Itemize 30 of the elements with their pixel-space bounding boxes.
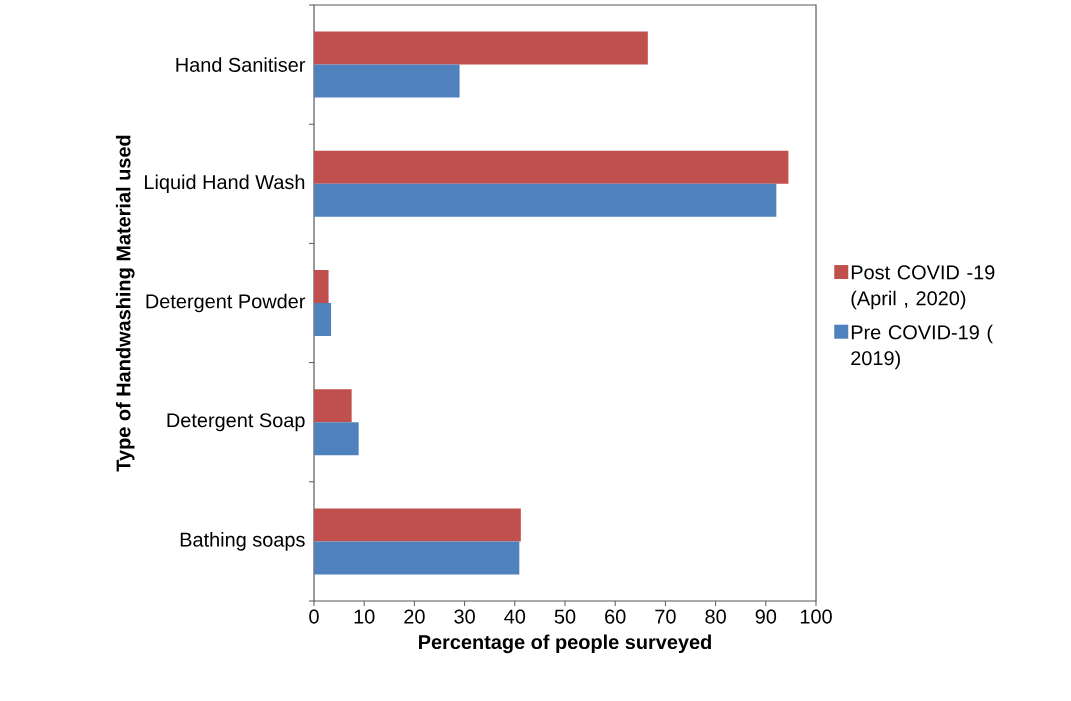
y-tick-label: Bathing soaps [180, 532, 305, 551]
bar [314, 270, 329, 304]
bar [314, 303, 332, 337]
x-tick-label: 80 [705, 609, 726, 624]
y-tick-label: Detergent Powder [146, 293, 306, 313]
legend-label: Post COVID -19 (April , 2020) [851, 265, 995, 310]
x-tick-label: 20 [404, 609, 425, 624]
x-tick-label: 10 [354, 609, 375, 624]
legend-label: Pre COVID-19 ( 2019) [851, 324, 993, 370]
x-tick-label: 30 [454, 609, 475, 624]
bar [314, 183, 777, 217]
bar [314, 389, 352, 423]
x-tick-label: 50 [554, 609, 576, 624]
bar [314, 508, 521, 542]
y-tick-label: Liquid Hand Wash [145, 174, 305, 194]
y-axis-title: Type of Handwashing Material used [115, 135, 135, 472]
bar [314, 541, 520, 575]
x-tick-label: 100 [800, 609, 832, 624]
bar [314, 150, 789, 184]
x-tick-label: 40 [504, 609, 526, 624]
x-tick-label: 60 [605, 609, 626, 624]
bar [314, 422, 359, 456]
y-tick-label: Hand Sanitiser [176, 57, 306, 72]
y-tick-label: Detergent Soap [167, 413, 305, 432]
x-tick-label: 0 [309, 609, 319, 624]
x-tick-label: 70 [655, 609, 676, 624]
x-tick-label: 90 [755, 609, 777, 624]
bar [314, 64, 460, 98]
x-axis-title: Percentage of people surveyed [419, 634, 711, 654]
bar [314, 31, 648, 65]
